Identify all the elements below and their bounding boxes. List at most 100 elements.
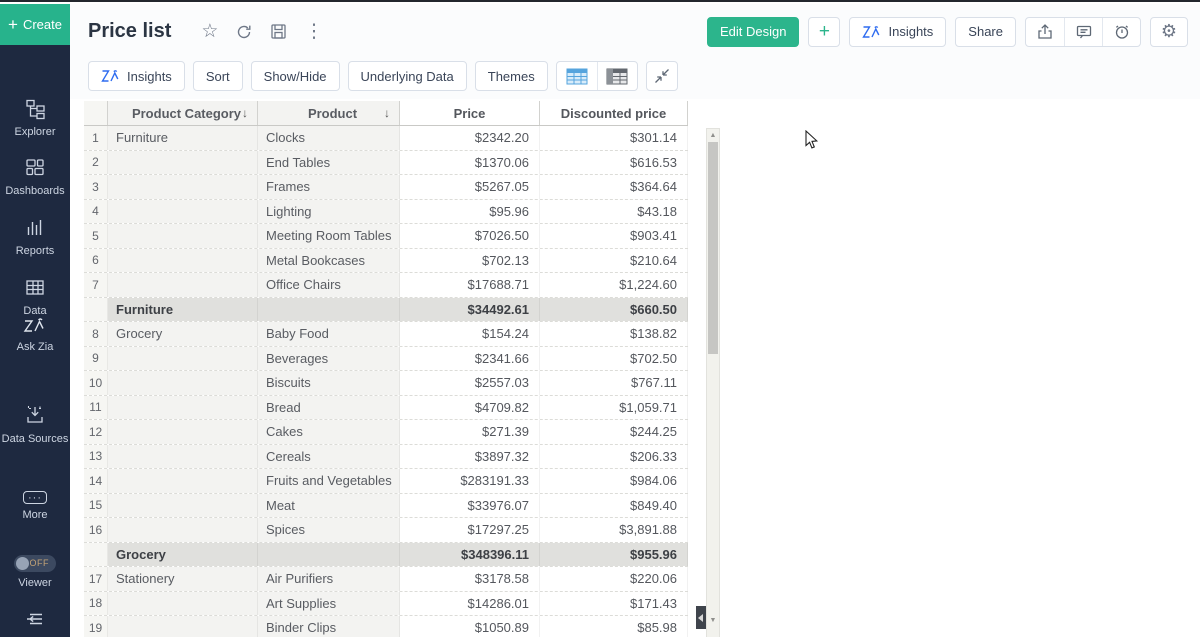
pivot-view-icon[interactable]	[596, 62, 637, 90]
cell-discounted-price[interactable]: $3,891.88	[540, 518, 688, 542]
cell-price[interactable]: $33976.07	[400, 493, 540, 517]
cell-product[interactable]	[258, 542, 400, 566]
cell-discounted-price[interactable]: $244.25	[540, 420, 688, 444]
cell-price[interactable]: $5267.05	[400, 175, 540, 199]
sidebar-item-data[interactable]: Data	[0, 276, 70, 319]
column-header-product-category[interactable]: Product Category ↓	[108, 101, 258, 125]
cell-product[interactable]: Lighting	[258, 199, 400, 223]
fit-to-screen-icon[interactable]	[645, 61, 678, 91]
cell-price[interactable]: $702.13	[400, 248, 540, 272]
add-button[interactable]: +	[808, 16, 841, 47]
cell-discounted-price[interactable]: $984.06	[540, 469, 688, 493]
save-icon[interactable]	[270, 23, 287, 40]
sort-desc-icon[interactable]: ↓	[384, 106, 390, 120]
cell-price[interactable]: $14286.01	[400, 591, 540, 615]
cell-price[interactable]: $1050.89	[400, 616, 540, 637]
sidebar-item-explorer[interactable]: Explorer	[0, 97, 70, 140]
cell-product[interactable]: Cereals	[258, 444, 400, 468]
cell-product-category[interactable]	[108, 493, 258, 517]
cell-product[interactable]: Beverages	[258, 346, 400, 370]
vertical-scrollbar[interactable]: ▲ ▼	[706, 128, 720, 637]
export-icon[interactable]	[1026, 18, 1064, 46]
cell-price[interactable]: $348396.11	[400, 542, 540, 566]
cell-product[interactable]: Metal Bookcases	[258, 248, 400, 272]
cell-price[interactable]: $3897.32	[400, 444, 540, 468]
cell-product[interactable]: Binder Clips	[258, 616, 400, 637]
column-header-price[interactable]: Price	[400, 101, 540, 125]
cell-product[interactable]: Spices	[258, 518, 400, 542]
cell-product-category[interactable]	[108, 616, 258, 637]
cell-discounted-price[interactable]: $85.98	[540, 616, 688, 637]
sidebar-item-viewer[interactable]: OFF Viewer	[0, 555, 70, 591]
cell-discounted-price[interactable]: $767.11	[540, 371, 688, 395]
cell-discounted-price[interactable]: $955.96	[540, 542, 688, 566]
insights-button[interactable]: Insights	[849, 16, 947, 47]
cell-product-category[interactable]	[108, 395, 258, 419]
sidebar-item-more[interactable]: ··· More	[0, 491, 70, 523]
cell-product-category[interactable]	[108, 444, 258, 468]
cell-product-category[interactable]: Furniture	[108, 126, 258, 150]
cell-discounted-price[interactable]: $43.18	[540, 199, 688, 223]
cell-discounted-price[interactable]: $206.33	[540, 444, 688, 468]
cell-product-category[interactable]	[108, 518, 258, 542]
cell-product-category[interactable]	[108, 469, 258, 493]
cell-price[interactable]: $34492.61	[400, 297, 540, 321]
cell-product[interactable]: Biscuits	[258, 371, 400, 395]
cell-product[interactable]: Art Supplies	[258, 591, 400, 615]
share-button[interactable]: Share	[955, 16, 1016, 47]
cell-product-category[interactable]: Furniture	[108, 297, 258, 321]
cell-product[interactable]: Frames	[258, 175, 400, 199]
cell-discounted-price[interactable]: $210.64	[540, 248, 688, 272]
cell-price[interactable]: $2342.20	[400, 126, 540, 150]
table-view-icon[interactable]	[557, 62, 597, 90]
cell-product[interactable]: Meat	[258, 493, 400, 517]
cell-discounted-price[interactable]: $220.06	[540, 567, 688, 591]
viewer-toggle[interactable]: OFF	[14, 555, 56, 572]
cell-price[interactable]: $17297.25	[400, 518, 540, 542]
cell-product[interactable]: Baby Food	[258, 322, 400, 346]
sort-button[interactable]: Sort	[192, 61, 243, 91]
cell-price[interactable]: $271.39	[400, 420, 540, 444]
cell-discounted-price[interactable]: $702.50	[540, 346, 688, 370]
cell-product[interactable]: Cakes	[258, 420, 400, 444]
cell-product[interactable]: Bread	[258, 395, 400, 419]
cell-product-category[interactable]	[108, 248, 258, 272]
favorite-star-icon[interactable]: ☆	[201, 21, 219, 42]
cell-price[interactable]: $95.96	[400, 199, 540, 223]
edit-design-button[interactable]: Edit Design	[707, 16, 800, 47]
toolbar-insights-button[interactable]: Insights	[88, 61, 185, 91]
cell-product[interactable]: Clocks	[258, 126, 400, 150]
cell-price[interactable]: $154.24	[400, 322, 540, 346]
cell-discounted-price[interactable]: $1,224.60	[540, 273, 688, 297]
cell-discounted-price[interactable]: $849.40	[540, 493, 688, 517]
comment-icon[interactable]	[1064, 17, 1102, 46]
cell-product[interactable]: Air Purifiers	[258, 567, 400, 591]
cell-product-category[interactable]: Grocery	[108, 322, 258, 346]
cell-discounted-price[interactable]: $364.64	[540, 175, 688, 199]
refresh-icon[interactable]	[235, 23, 253, 41]
create-button[interactable]: + Create	[0, 4, 70, 45]
cell-discounted-price[interactable]: $301.14	[540, 126, 688, 150]
cell-price[interactable]: $283191.33	[400, 469, 540, 493]
cell-product-category[interactable]	[108, 224, 258, 248]
scroll-down-icon[interactable]: ▼	[709, 617, 717, 624]
show-hide-button[interactable]: Show/Hide	[250, 61, 340, 91]
cell-product-category[interactable]: Stationery	[108, 567, 258, 591]
cell-discounted-price[interactable]: $1,059.71	[540, 395, 688, 419]
column-header-product[interactable]: Product ↓	[258, 101, 400, 125]
cell-product[interactable]	[258, 297, 400, 321]
cell-price[interactable]: $3178.58	[400, 567, 540, 591]
cell-product-category[interactable]	[108, 420, 258, 444]
cell-product[interactable]: Office Chairs	[258, 273, 400, 297]
sort-desc-icon[interactable]: ↓	[242, 106, 248, 120]
sidebar-item-ask-zia[interactable]: Ask Zia	[0, 316, 70, 355]
cell-product-category[interactable]	[108, 273, 258, 297]
scrollbar-thumb[interactable]	[708, 142, 718, 354]
underlying-data-button[interactable]: Underlying Data	[347, 61, 467, 91]
cell-price[interactable]: $1370.06	[400, 150, 540, 174]
scroll-corner-handle[interactable]	[696, 606, 706, 629]
cell-price[interactable]: $2557.03	[400, 371, 540, 395]
cell-price[interactable]: $17688.71	[400, 273, 540, 297]
cell-discounted-price[interactable]: $171.43	[540, 591, 688, 615]
cell-product-category[interactable]	[108, 199, 258, 223]
